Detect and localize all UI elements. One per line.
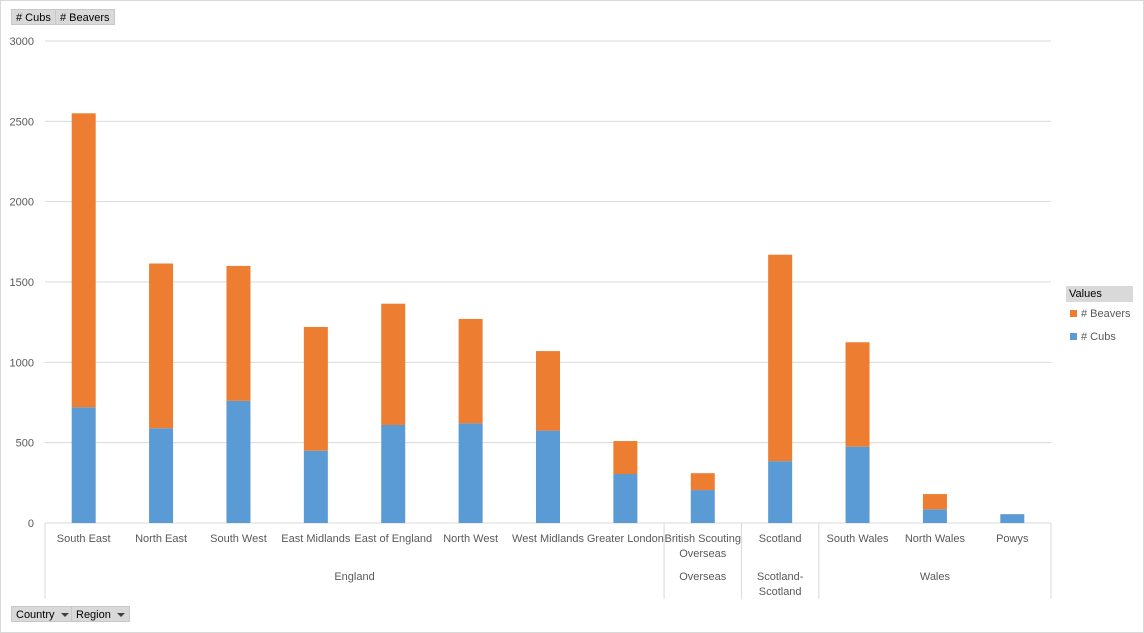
x-tick-label: Greater London bbox=[587, 533, 664, 545]
bar-segment bbox=[922, 494, 947, 510]
bar-segment bbox=[690, 490, 715, 523]
group-label: Overseas bbox=[679, 571, 727, 583]
group-label: Scotland- bbox=[757, 571, 804, 583]
bar-segment bbox=[303, 326, 328, 451]
bar-segment bbox=[845, 342, 870, 447]
field-button-beavers[interactable]: # Beavers bbox=[55, 9, 115, 25]
x-tick-label: South Wales bbox=[827, 533, 889, 545]
x-tick-label: West Midlands bbox=[512, 533, 584, 545]
y-tick-label: 2500 bbox=[10, 116, 34, 128]
y-tick-label: 2000 bbox=[10, 197, 34, 209]
bar-segment bbox=[922, 509, 947, 523]
legend-swatch-cubs bbox=[1070, 332, 1077, 340]
bar-segment bbox=[845, 446, 870, 523]
x-tick-label: North West bbox=[443, 533, 498, 545]
country-label: Country bbox=[16, 609, 55, 621]
y-tick-label: 1500 bbox=[10, 277, 34, 289]
y-tick-label: 3000 bbox=[10, 36, 34, 48]
x-tick-label: Overseas bbox=[679, 548, 727, 560]
x-tick-label: East Midlands bbox=[281, 533, 351, 545]
bar-segment bbox=[149, 428, 174, 523]
field-button-cubs[interactable]: # Cubs bbox=[11, 9, 56, 25]
x-tick-label: South East bbox=[57, 533, 111, 545]
bar-segment bbox=[536, 351, 560, 431]
legend-label-cubs: # Cubs bbox=[1081, 331, 1116, 343]
chevron-down-icon bbox=[60, 613, 69, 618]
legend-item-beavers[interactable]: # Beavers bbox=[1070, 307, 1131, 321]
y-tick-label: 1000 bbox=[10, 357, 34, 369]
bar-segment bbox=[458, 318, 483, 424]
x-tick-label: East of England bbox=[354, 533, 432, 545]
bar-segment bbox=[149, 263, 174, 429]
group-label: Scotland bbox=[759, 586, 802, 598]
bar-segment bbox=[768, 461, 793, 523]
bar-segment bbox=[613, 473, 638, 523]
legend-label-beavers: # Beavers bbox=[1081, 308, 1131, 320]
bar-segment bbox=[303, 450, 328, 523]
legend-item-cubs[interactable]: # Cubs bbox=[1070, 330, 1116, 344]
bar-segment bbox=[690, 473, 715, 491]
region-label: Region bbox=[76, 609, 111, 621]
bar-segment bbox=[71, 407, 96, 523]
legend-title[interactable]: Values bbox=[1066, 286, 1133, 302]
bar-segment bbox=[381, 424, 406, 523]
bar-segment bbox=[536, 430, 560, 523]
bar-segment bbox=[1000, 514, 1025, 523]
chevron-down-icon bbox=[116, 613, 125, 618]
y-tick-label: 0 bbox=[28, 518, 34, 530]
y-tick-label: 500 bbox=[16, 438, 34, 450]
bar-segment bbox=[381, 303, 406, 425]
legend-swatch-beavers bbox=[1070, 309, 1077, 317]
x-tick-label: South West bbox=[210, 533, 267, 545]
x-tick-label: North East bbox=[135, 533, 187, 545]
bar-segment bbox=[71, 113, 96, 408]
group-label: England bbox=[334, 571, 374, 583]
bar-segment bbox=[458, 423, 483, 523]
x-tick-label: North Wales bbox=[905, 533, 966, 545]
bar-segment bbox=[226, 400, 251, 523]
x-tick-label: Powys bbox=[996, 533, 1029, 545]
field-button-region[interactable]: Region bbox=[71, 606, 130, 622]
field-button-country[interactable]: Country bbox=[11, 606, 74, 622]
x-tick-label: British Scouting bbox=[665, 533, 741, 545]
group-label: Wales bbox=[920, 571, 951, 583]
bar-segment bbox=[226, 265, 251, 401]
bar-segment bbox=[768, 254, 793, 462]
bar-segment bbox=[613, 441, 638, 474]
x-tick-label: Scotland bbox=[759, 533, 802, 545]
